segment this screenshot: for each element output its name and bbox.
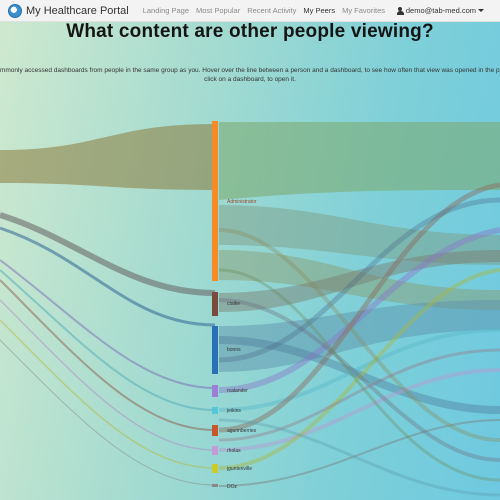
node-label: ctalke: [227, 301, 240, 307]
nav-link-landing-page[interactable]: Landing Page: [142, 6, 190, 15]
brand-name: My Healthcare Portal: [26, 4, 129, 17]
node-jeikins[interactable]: [212, 407, 218, 414]
link-rholas[interactable]: [218, 368, 500, 452]
node-bonns[interactable]: [212, 326, 218, 374]
link-bonns-2[interactable]: [218, 336, 500, 414]
user-email: demo@tab-med.com: [405, 6, 476, 15]
link-admin-mid[interactable]: [219, 205, 500, 265]
node-labels: Administrator ctalke bonns rcalander jei…: [226, 199, 257, 490]
link-to-administrator[interactable]: [0, 124, 215, 190]
link-bonns[interactable]: [219, 300, 500, 372]
node-rholas[interactable]: [212, 446, 218, 455]
link-cross-4[interactable]: [218, 268, 500, 482]
nav-links: Landing Page Most Popular Recent Activit…: [143, 6, 392, 15]
link-cross-1[interactable]: [218, 298, 500, 462]
node-label: jeikins: [226, 408, 241, 414]
link-to-jguntenville[interactable]: [0, 319, 216, 469]
nav-link-recent-activity[interactable]: Recent Activity: [247, 6, 297, 15]
outgoing-links: [218, 122, 500, 497]
node-jguntenville[interactable]: [212, 464, 218, 473]
link-cross-5[interactable]: [218, 348, 500, 442]
node-label: rholas: [227, 448, 241, 454]
brand[interactable]: My Healthcare Portal: [8, 3, 129, 18]
incoming-links: [0, 124, 216, 486]
node-label: bonns: [227, 347, 241, 353]
link-to-agunnberries[interactable]: [0, 279, 216, 431]
link-admin-top[interactable]: [219, 122, 500, 200]
link-rcalander[interactable]: [218, 227, 500, 393]
page-title: What content are other people viewing?: [66, 21, 434, 42]
page-description: Commonly accessed dashboards from people…: [0, 66, 500, 84]
sankey-nodes: [212, 121, 218, 487]
node-label: rcalander: [227, 388, 248, 394]
node-label: jguntenville: [226, 466, 252, 472]
chevron-down-icon: [478, 9, 484, 12]
link-to-doz[interactable]: [0, 339, 216, 486]
node-label: DOz: [227, 484, 238, 490]
link-to-ctalke[interactable]: [0, 212, 216, 296]
node-label: agunnberries: [227, 428, 257, 434]
nav-link-my-peers[interactable]: My Peers: [303, 6, 336, 15]
link-cross-6[interactable]: [218, 418, 500, 497]
user-icon: [396, 6, 404, 15]
node-label: Administrator: [227, 199, 257, 205]
link-ctalke[interactable]: [219, 250, 500, 312]
nav-link-my-favorites[interactable]: My Favorites: [342, 6, 386, 15]
nav-link-most-popular[interactable]: Most Popular: [196, 6, 241, 15]
node-agunnberries[interactable]: [212, 425, 218, 436]
node-ctalke[interactable]: [212, 292, 218, 316]
description-line: Commonly accessed dashboards from people…: [0, 67, 500, 74]
healthcare-logo-icon: [8, 3, 22, 18]
top-navbar: My Healthcare Portal Landing Page Most P…: [0, 0, 500, 22]
link-admin-low[interactable]: [219, 250, 500, 310]
link-to-rholas[interactable]: [0, 299, 216, 451]
link-jeikins[interactable]: [218, 328, 500, 412]
link-to-rcalander[interactable]: [0, 259, 216, 389]
user-menu[interactable]: demo@tab-med.com: [396, 6, 484, 15]
node-doz[interactable]: [212, 484, 218, 487]
link-to-bonns[interactable]: [0, 226, 216, 327]
link-doz[interactable]: [218, 419, 500, 487]
link-cross-2[interactable]: [218, 197, 500, 363]
link-jguntenville[interactable]: [218, 268, 500, 470]
link-agunnberries[interactable]: [218, 182, 500, 433]
link-to-jeikins[interactable]: [0, 269, 216, 411]
node-administrator[interactable]: [212, 121, 218, 281]
node-rcalander[interactable]: [212, 385, 218, 397]
link-cross-3[interactable]: [218, 228, 500, 442]
description-line: click on a dashboard, to open it.: [204, 76, 296, 83]
